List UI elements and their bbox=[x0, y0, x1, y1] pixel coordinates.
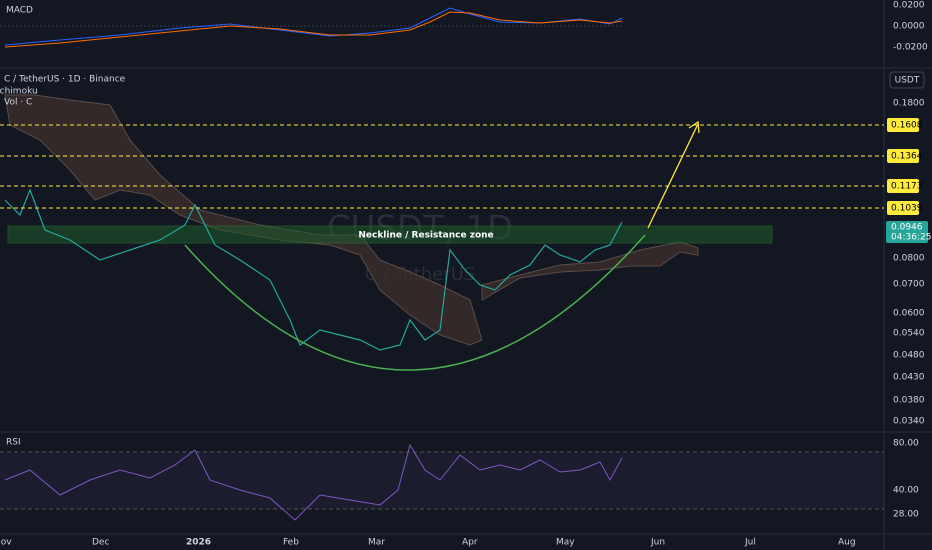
target-badge bbox=[887, 201, 919, 215]
target-badge bbox=[887, 149, 919, 163]
rsi-band bbox=[0, 452, 884, 509]
price-tick: 0.0340 bbox=[893, 417, 925, 427]
price-tick: 0.1800 bbox=[893, 99, 925, 109]
time-label: Jun bbox=[650, 538, 665, 548]
time-label: Feb bbox=[283, 538, 299, 548]
rsi-tick: 28.00 bbox=[893, 510, 919, 520]
zone-label: Neckline / Resistance zone bbox=[358, 231, 493, 241]
price-path bbox=[4, 188, 623, 351]
price-tick: 0.0540 bbox=[893, 329, 925, 339]
price-tick: 0.0700 bbox=[893, 280, 925, 290]
rsi-tick: 80.00 bbox=[893, 439, 919, 449]
rsi-line bbox=[4, 443, 623, 521]
macd-tick: -0.0200 bbox=[893, 43, 928, 53]
target-price: 0.1039 bbox=[891, 204, 923, 214]
price-tick: 0.0600 bbox=[893, 309, 925, 319]
panel-label: RSI bbox=[6, 438, 21, 448]
last-price: 0.0946 bbox=[891, 223, 923, 233]
price-tick: 0.0380 bbox=[893, 396, 925, 406]
target-price: 0.1173 bbox=[891, 182, 923, 192]
currency-label: USDT bbox=[895, 76, 920, 86]
countdown: 04:36:25 bbox=[891, 233, 931, 243]
macd-tick: 0.0200 bbox=[893, 1, 925, 11]
target-price: 0.1608 bbox=[891, 121, 923, 131]
time-label: Apr bbox=[462, 538, 478, 548]
time-label: Dec bbox=[92, 538, 109, 548]
last-price-badge bbox=[886, 221, 928, 243]
time-label: May bbox=[556, 538, 575, 548]
indicator-label: Ichimoku bbox=[0, 87, 38, 97]
resistance-zone bbox=[7, 225, 773, 244]
arrow-head bbox=[688, 120, 700, 134]
ichimoku-cloud bbox=[4, 94, 483, 346]
panel-label: MACD bbox=[6, 6, 33, 16]
cup-curve bbox=[184, 234, 646, 371]
price-tick: 0.0480 bbox=[893, 351, 925, 361]
time-label: 2026 bbox=[186, 538, 211, 548]
ichimoku-cloud bbox=[481, 241, 699, 301]
price-tick: 0.0800 bbox=[893, 254, 925, 264]
target-price: 0.1364 bbox=[891, 152, 923, 162]
currency-button[interactable] bbox=[889, 71, 925, 89]
price-tick: 0.0430 bbox=[893, 373, 925, 383]
rsi-tick: 40.00 bbox=[893, 486, 919, 496]
target-badge bbox=[887, 179, 919, 193]
time-label: Mar bbox=[368, 538, 385, 548]
macd-tick: 0.0000 bbox=[893, 22, 925, 32]
indicator-label: Vol · C bbox=[4, 98, 32, 108]
target-arrow bbox=[647, 123, 699, 229]
time-label: Nov bbox=[0, 538, 12, 548]
signal-line bbox=[4, 11, 623, 48]
symbol-label: C / TetherUS · 1D · Binance bbox=[4, 75, 126, 85]
target-badge bbox=[887, 118, 919, 132]
time-label: Jul bbox=[744, 538, 756, 548]
time-label: Aug bbox=[838, 538, 856, 548]
